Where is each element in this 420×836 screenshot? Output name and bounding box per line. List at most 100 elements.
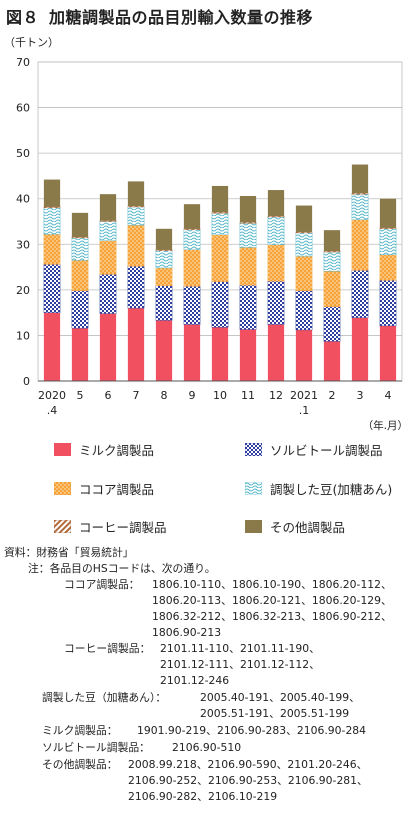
hs-item-beans-label: 調製した豆（加糖あん）： xyxy=(42,691,167,704)
bar-segment xyxy=(267,215,285,218)
bar-segment xyxy=(211,234,229,282)
note-line: 注：各品目のHSコードは、次の通り。 xyxy=(28,561,216,577)
bar-segment xyxy=(211,327,229,381)
legend-label-other: その他調製品 xyxy=(270,520,346,535)
stacked-bar-chart: （千トン） 0 10 20 30 40 50 60 70 2020 .4 5 6 7 8 9 10 11 12 20… xyxy=(4,36,403,417)
bar-segment xyxy=(351,219,369,271)
y-tick-label: 20 xyxy=(16,284,30,297)
bar-segment xyxy=(183,286,201,325)
bar-segment xyxy=(71,328,89,381)
bar-segment xyxy=(99,240,117,275)
legend-label-coffee: コーヒー調製品 xyxy=(79,520,167,535)
bar-segment xyxy=(155,228,173,250)
bar-segment xyxy=(99,194,117,221)
legend-item-coffee: コーヒー調製品 xyxy=(54,517,167,536)
bar-segment xyxy=(323,251,341,272)
x-tick-label: 4 xyxy=(385,389,392,402)
hs-item-beans-line-1: 2005.40-191、2005.40-199、 xyxy=(200,691,360,704)
y-tick-label: 30 xyxy=(16,238,30,251)
bar-segment xyxy=(295,329,313,381)
hs-item-other-label: その他調製品： xyxy=(42,758,118,771)
x-tick-label: 6 xyxy=(105,389,112,402)
bar-segment xyxy=(323,306,341,342)
bar-segment xyxy=(379,198,397,228)
bar-segment xyxy=(211,281,229,328)
x-tick-label: 2021 xyxy=(290,389,318,402)
y-axis-unit: （千トン） xyxy=(4,36,59,49)
bar-segment xyxy=(267,280,285,325)
bar-segment xyxy=(267,324,285,381)
figure-number: 図８ xyxy=(6,8,40,27)
hs-item-beans-line-2: 2005.51-191、2005.51-199 xyxy=(200,707,350,720)
bar-segment xyxy=(99,274,117,314)
hs-item-milk-line-1: 1901.90-219、2106.90-283、2106.90-284 xyxy=(137,724,367,737)
legend-swatch-sorbitol xyxy=(245,443,262,456)
bar-segment xyxy=(379,254,397,281)
hs-item-other-line-3: 2106.90-282、2106.10-219 xyxy=(128,790,278,803)
chart-title: 図８ 加糖調製品の品目別輸入数量の推移 xyxy=(6,4,313,28)
bar-segment xyxy=(351,164,369,194)
x-tick-label: 5 xyxy=(77,389,84,402)
bar-segment xyxy=(71,260,89,291)
bar-segment xyxy=(183,204,201,229)
x-tick-label: 2 xyxy=(329,389,336,402)
bar-segment xyxy=(155,285,173,321)
hs-item-sorbitol-line-1: 2106.90-510 xyxy=(172,741,242,754)
x-tick-label: 8 xyxy=(161,389,168,402)
legend-label-milk: ミルク調製品 xyxy=(79,443,155,458)
hs-item-coffee-label: コーヒー調製品： xyxy=(64,642,151,655)
x-tick-label: .4 xyxy=(47,404,58,417)
hs-item-cocoa-line-4: 1806.90-213 xyxy=(152,626,222,639)
axes: 0 10 20 30 40 50 60 70 2020 .4 5 6 7 8 9 10 11 12 2021 .1 2 3… xyxy=(16,56,402,417)
bar-segment xyxy=(127,265,145,309)
x-tick-label: 10 xyxy=(213,389,227,402)
bar-segment xyxy=(183,249,201,287)
hs-item-coffee-line-1: 2101.11-110、2101.11-190、 xyxy=(160,642,320,655)
hs-item-other-line-2: 2106.90-252、2106.90-253、2106.90-281、 xyxy=(128,774,368,787)
legend: ミルク調製品 ソルビトール調製品 ココア調製品 調製した豆(加糖あん) コーヒー… xyxy=(0,428,420,538)
source-label: 資料： xyxy=(4,546,37,559)
bar-segment xyxy=(267,190,285,217)
bar-segment xyxy=(43,264,61,313)
bar-segment xyxy=(43,312,61,381)
hs-item-cocoa-label: ココア調製品： xyxy=(64,578,140,591)
y-tick-label: 70 xyxy=(16,56,30,69)
bar-segment xyxy=(239,222,257,224)
legend-label-sorbitol: ソルビトール調製品 xyxy=(270,443,383,458)
y-tick-label: 10 xyxy=(16,329,30,342)
hs-item-cocoa-line-2: 1806.20-113、1806.20-121、1806.20-129、 xyxy=(152,594,392,607)
bar-segment xyxy=(323,270,341,307)
legend-swatch-cocoa xyxy=(54,482,71,495)
bar-segment xyxy=(211,185,229,213)
x-tick-label: 7 xyxy=(133,389,140,402)
bar-segment xyxy=(239,195,257,223)
bar-segment xyxy=(351,270,369,318)
source-line: 資料：財務省「貿易統計」 xyxy=(4,545,134,561)
bar-segment xyxy=(127,308,145,381)
bar-segment xyxy=(155,249,173,251)
bar-segment xyxy=(239,285,257,330)
x-tick-label: 9 xyxy=(189,389,196,402)
bar-segment xyxy=(267,216,285,245)
bar-segment xyxy=(155,250,173,269)
bar-segment xyxy=(239,329,257,381)
hs-item-coffee-line-2: 2101.12-111、2101.12-112、 xyxy=(160,658,320,671)
x-axis-unit: （年.月） xyxy=(362,420,408,432)
bar-segment xyxy=(155,320,173,381)
bar-segment xyxy=(379,325,397,381)
bar-segment xyxy=(323,341,341,381)
bar-segment xyxy=(323,230,341,252)
bar-segment xyxy=(379,280,397,327)
y-tick-label: 0 xyxy=(23,375,30,388)
bar-segment xyxy=(99,313,117,381)
legend-label-beans: 調製した豆(加糖あん) xyxy=(270,482,393,497)
legend-swatch-other xyxy=(245,520,262,533)
bar-segment xyxy=(295,231,313,234)
hs-item-milk-label: ミルク調製品： xyxy=(42,724,118,737)
bar-segment xyxy=(379,227,397,229)
bar-segment xyxy=(127,224,145,267)
bar-segment xyxy=(71,212,89,237)
source-text: 財務省「貿易統計」 xyxy=(36,546,134,559)
y-tick-label: 40 xyxy=(16,193,30,206)
legend-item-sorbitol: ソルビトール調製品 xyxy=(245,440,383,459)
